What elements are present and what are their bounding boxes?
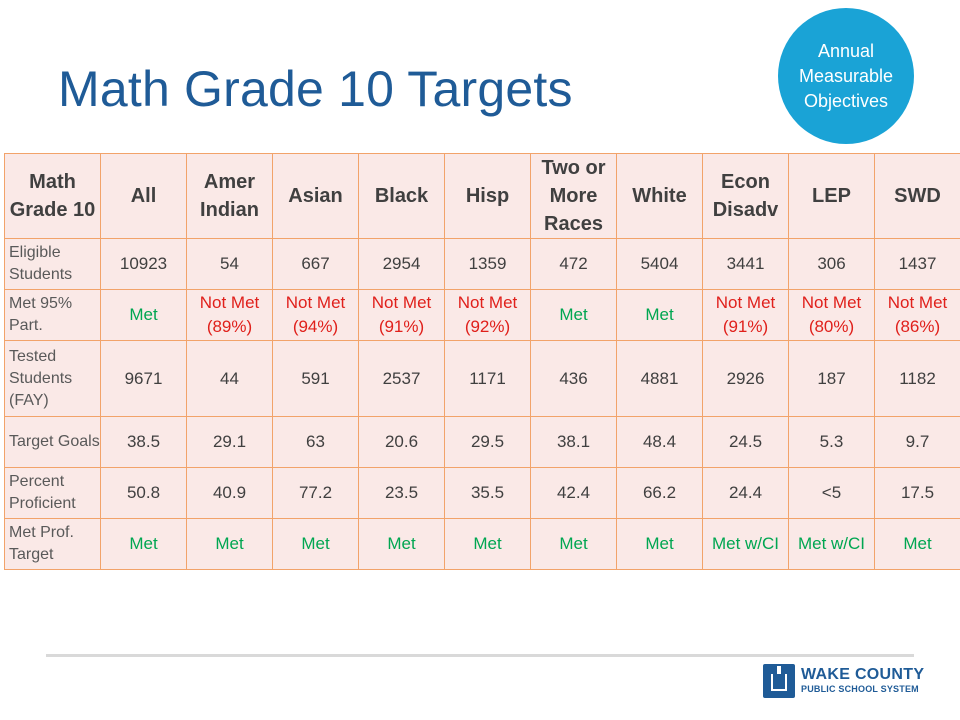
table-row: Tested Students (FAY) 9671 44 591 2537 1… (4, 340, 960, 417)
header-two-or-more-races: Two or More Races (530, 153, 617, 239)
table-cell: 3441 (702, 238, 789, 290)
table-cell: 1182 (874, 340, 960, 417)
table-cell: 42.4 (530, 467, 617, 519)
logo-subtitle: PUBLIC SCHOOL SYSTEM (801, 684, 919, 694)
badge-line-2: Measurable (798, 65, 894, 86)
header-all: All (100, 153, 187, 239)
table-cell: 436 (530, 340, 617, 417)
header-white: White (616, 153, 703, 239)
row-label: Target Goals (4, 416, 101, 468)
table-cell: 24.4 (702, 467, 789, 519)
table-cell: 44 (186, 340, 273, 417)
table-cell: 17.5 (874, 467, 960, 519)
row-label: Met 95% Part. (4, 289, 101, 341)
table-cell: 29.1 (186, 416, 273, 468)
page-title: Math Grade 10 Targets (58, 61, 573, 117)
table-cell: Not Met (80%) (788, 289, 875, 341)
table-cell: 1359 (444, 238, 531, 290)
table-cell: Met (616, 289, 703, 341)
header-corner: Math Grade 10 (4, 153, 101, 239)
row-label: Met Prof. Target (4, 518, 101, 570)
table-cell: Met (874, 518, 960, 570)
header-econ-disadv: Econ Disadv (702, 153, 789, 239)
table-cell: Not Met (86%) (874, 289, 960, 341)
table-cell: Met (530, 518, 617, 570)
table-row: Met 95% Part. Met Not Met (89%) Not Met … (4, 289, 960, 341)
table-cell: 10923 (100, 238, 187, 290)
table-cell: 63 (272, 416, 359, 468)
table-cell: 1171 (444, 340, 531, 417)
table-cell: 29.5 (444, 416, 531, 468)
table-cell: Not Met (92%) (444, 289, 531, 341)
table-cell: Met (444, 518, 531, 570)
table-cell: 9671 (100, 340, 187, 417)
table-cell: <5 (788, 467, 875, 519)
header-hisp: Hisp (444, 153, 531, 239)
table-cell: 2954 (358, 238, 445, 290)
targets-table: Math Grade 10 All Amer Indian Asian Blac… (4, 153, 960, 570)
row-label: Percent Proficient (4, 467, 101, 519)
table-row: Target Goals 38.5 29.1 63 20.6 29.5 38.1… (4, 416, 960, 468)
table-cell: 38.1 (530, 416, 617, 468)
table-cell: 591 (272, 340, 359, 417)
table-cell: 48.4 (616, 416, 703, 468)
table-cell: 50.8 (100, 467, 187, 519)
table-cell: Met (272, 518, 359, 570)
header-amer-indian: Amer Indian (186, 153, 273, 239)
table-cell: 66.2 (616, 467, 703, 519)
table-cell: Met (186, 518, 273, 570)
header-asian: Asian (272, 153, 359, 239)
table-cell: 77.2 (272, 467, 359, 519)
table-cell: 24.5 (702, 416, 789, 468)
table-row: Percent Proficient 50.8 40.9 77.2 23.5 3… (4, 467, 960, 519)
table-cell: Met (530, 289, 617, 341)
table-cell: Met (616, 518, 703, 570)
table-cell: Met w/CI (702, 518, 789, 570)
table-cell: 2537 (358, 340, 445, 417)
table-cell: 5404 (616, 238, 703, 290)
annual-measurable-objectives-badge: Annual Measurable Objectives (778, 8, 914, 144)
table-cell: Not Met (91%) (702, 289, 789, 341)
logo-name: WAKE COUNTY (801, 666, 925, 683)
table-cell: Not Met (91%) (358, 289, 445, 341)
wake-county-logo: WAKE COUNTY PUBLIC SCHOOL SYSTEM (763, 664, 925, 702)
header-swd: SWD (874, 153, 960, 239)
table-row: Eligible Students 10923 54 667 2954 1359… (4, 238, 960, 290)
table-cell: 35.5 (444, 467, 531, 519)
table-cell: 2926 (702, 340, 789, 417)
table-cell: Not Met (89%) (186, 289, 273, 341)
table-cell: Met (358, 518, 445, 570)
table-cell: 5.3 (788, 416, 875, 468)
badge-line-1: Annual (817, 40, 875, 61)
table-cell: 1437 (874, 238, 960, 290)
table-cell: 20.6 (358, 416, 445, 468)
table-row: Met Prof. Target Met Met Met Met Met Met… (4, 518, 960, 570)
row-label: Eligible Students (4, 238, 101, 290)
table-cell: 306 (788, 238, 875, 290)
header-lep: LEP (788, 153, 875, 239)
table-cell: 23.5 (358, 467, 445, 519)
table-cell: 472 (530, 238, 617, 290)
table-cell: Met (100, 289, 187, 341)
table-cell: Not Met (94%) (272, 289, 359, 341)
table-cell: 38.5 (100, 416, 187, 468)
badge-line-3: Objectives (803, 90, 889, 111)
school-building-icon (763, 664, 795, 698)
table-cell: 40.9 (186, 467, 273, 519)
table-cell: Met (100, 518, 187, 570)
row-label: Tested Students (FAY) (4, 340, 101, 417)
table-cell: 667 (272, 238, 359, 290)
table-cell: 54 (186, 238, 273, 290)
header-row: Math Grade 10 All Amer Indian Asian Blac… (4, 153, 960, 239)
table-cell: 187 (788, 340, 875, 417)
table-cell: Met w/CI (788, 518, 875, 570)
header-black: Black (358, 153, 445, 239)
table-cell: 9.7 (874, 416, 960, 468)
footer-divider (46, 654, 914, 657)
table-cell: 4881 (616, 340, 703, 417)
